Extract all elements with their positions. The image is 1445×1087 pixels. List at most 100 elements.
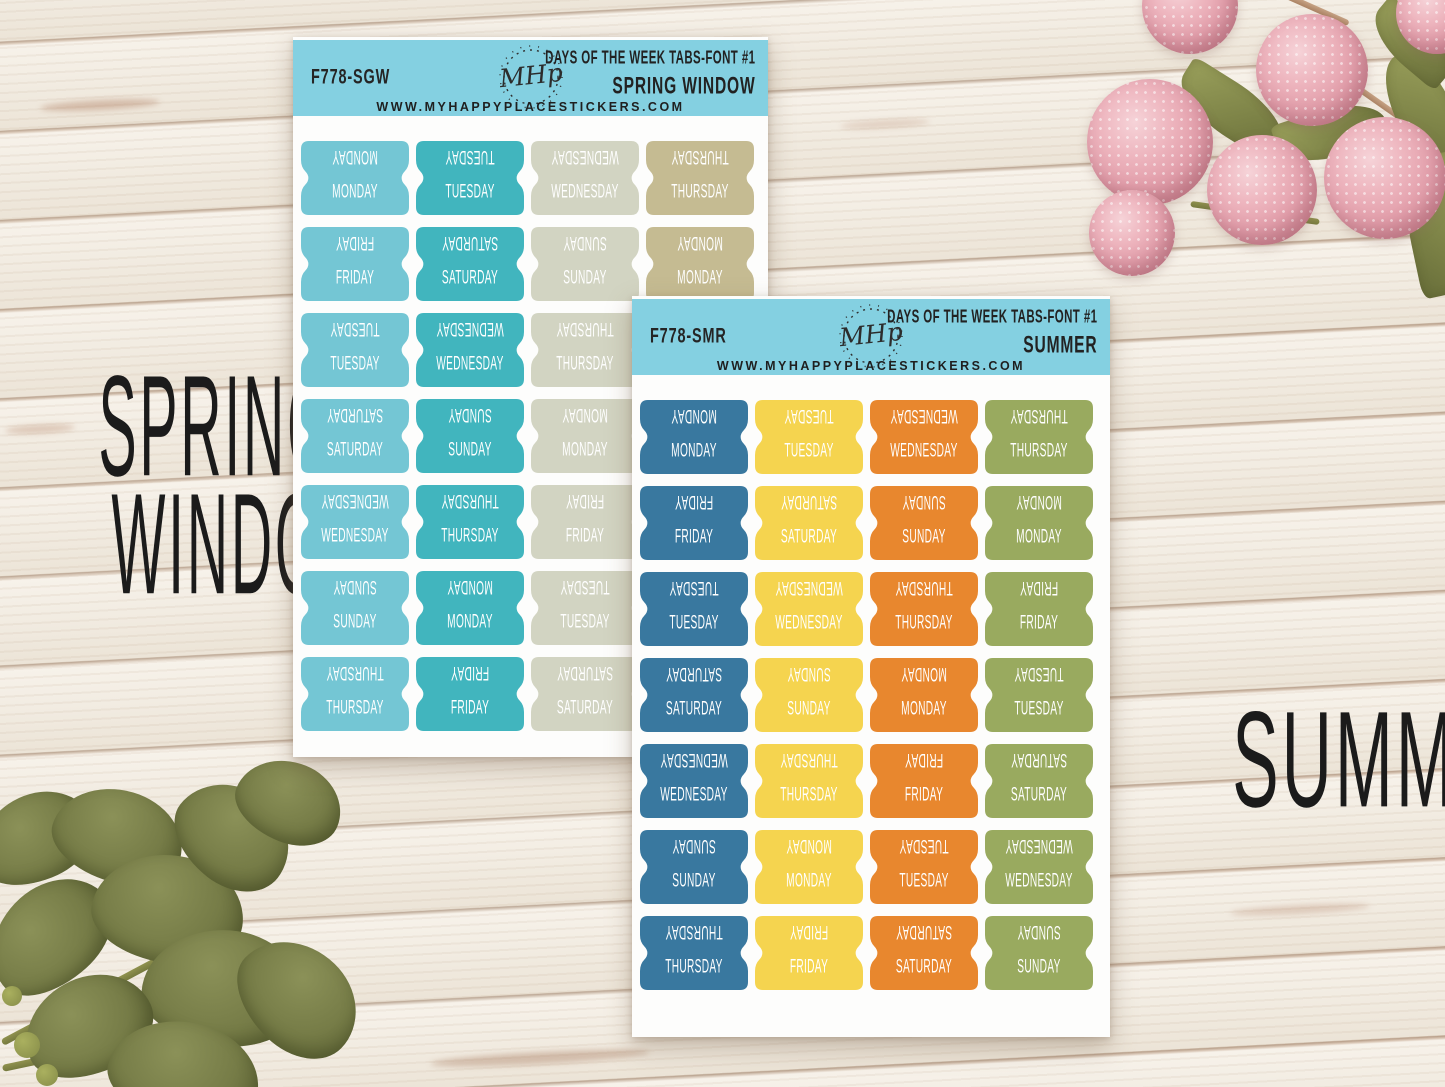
day-tab-sticker: WEDNESDAY WEDNESDAY (985, 830, 1093, 904)
tab-shape (870, 744, 978, 818)
day-label-flipped: WEDNESDAY (321, 490, 389, 513)
day-label-flipped: THURSDAY (1010, 405, 1068, 428)
day-tab-sticker: THURSDAY THURSDAY (755, 744, 863, 818)
day-label-flipped: SUNDAY (672, 835, 716, 858)
day-label: WEDNESDAY (436, 351, 504, 374)
tab-shape (755, 400, 863, 474)
sheet-title: DAYS OF THE WEEK TABS-FONT #1 (886, 305, 1097, 327)
day-label-flipped: SUNDAY (563, 232, 607, 255)
tab-shape (301, 227, 409, 301)
website-url: WWW.MYHAPPYPLACESTICKERS.COM (376, 99, 685, 115)
day-label: THURSDAY (326, 695, 384, 718)
tab-shape (985, 572, 1093, 646)
sheet-titles: DAYS OF THE WEEK TABS-FONT #1 SPRING WIN… (499, 47, 755, 100)
day-tab-sticker: SATURDAY SATURDAY (755, 486, 863, 560)
day-label-flipped: SUNDAY (902, 491, 946, 514)
day-label-flipped: FRIDAY (904, 749, 944, 772)
day-tab-sticker: SATURDAY SATURDAY (640, 658, 748, 732)
day-label-flipped: FRIDAY (565, 490, 605, 513)
tab-shape (416, 399, 524, 473)
day-label: WEDNESDAY (660, 782, 728, 805)
day-label-flipped: WEDNESDAY (436, 318, 504, 341)
tab-shape (985, 916, 1093, 990)
season-label-line: SUMMER (1232, 683, 1445, 836)
eucalyptus-bud (2, 986, 22, 1006)
sheet-header: F778-SGW MHp DAYS OF THE WEEK TABS-FONT … (293, 40, 768, 116)
day-label-flipped: FRIDAY (1019, 577, 1059, 600)
day-tab-sticker: MONDAY MONDAY (646, 227, 754, 301)
day-tab-sticker: MONDAY MONDAY (870, 658, 978, 732)
day-label: WEDNESDAY (890, 438, 958, 461)
day-label-flipped: SUNDAY (787, 663, 831, 686)
day-label-flipped: WEDNESDAY (551, 146, 619, 169)
website-url: WWW.MYHAPPYPLACESTICKERS.COM (716, 358, 1026, 374)
tab-shape (416, 313, 524, 387)
day-label: WEDNESDAY (1005, 868, 1073, 891)
day-label: THURSDAY (671, 179, 729, 202)
tab-shape (985, 486, 1093, 560)
day-label-flipped: MONDAY (901, 663, 947, 686)
day-tab-sticker: FRIDAY FRIDAY (640, 486, 748, 560)
tab-shape (985, 830, 1093, 904)
day-tab-sticker: WEDNESDAY WEDNESDAY (301, 485, 409, 559)
tab-shape (531, 141, 639, 215)
day-label: SATURDAY (556, 695, 614, 718)
day-label-flipped: FRIDAY (450, 662, 490, 685)
eucalyptus-bud (14, 1032, 40, 1058)
day-label-flipped: TUESDAY (899, 835, 949, 858)
tab-shape (531, 485, 639, 559)
day-tab-sticker: WEDNESDAY WEDNESDAY (755, 572, 863, 646)
day-tab-sticker: WEDNESDAY WEDNESDAY (640, 744, 748, 818)
tab-shape (301, 313, 409, 387)
day-label-flipped: TUESDAY (669, 577, 719, 600)
day-tab-sticker: TUESDAY TUESDAY (301, 313, 409, 387)
day-label: THURSDAY (895, 610, 953, 633)
tab-shape (755, 916, 863, 990)
day-tab-sticker: SATURDAY SATURDAY (985, 744, 1093, 818)
day-tab-sticker: MONDAY MONDAY (640, 400, 748, 474)
tab-shape (301, 571, 409, 645)
tab-shape (985, 744, 1093, 818)
day-tab-sticker: SUNDAY SUNDAY (531, 227, 639, 301)
mhp-logo: MHp (495, 41, 567, 113)
pompom-flower (1207, 135, 1317, 245)
day-label-flipped: SUNDAY (333, 576, 377, 599)
tab-shape (646, 141, 754, 215)
day-label-flipped: MONDAY (677, 232, 723, 255)
tab-shape (755, 744, 863, 818)
day-label: FRIDAY (335, 265, 375, 288)
day-label: FRIDAY (674, 524, 714, 547)
day-label-flipped: THURSDAY (665, 921, 723, 944)
sticker-sheet-spring-window: F778-SGW MHp DAYS OF THE WEEK TABS-FONT … (293, 37, 768, 757)
day-tab-sticker: WEDNESDAY WEDNESDAY (416, 313, 524, 387)
day-tab-sticker: TUESDAY TUESDAY (531, 571, 639, 645)
day-label-flipped: THURSDAY (556, 318, 614, 341)
pompom-flower (1087, 79, 1213, 205)
day-label: FRIDAY (565, 523, 605, 546)
day-tab-sticker: FRIDAY FRIDAY (531, 485, 639, 559)
day-label-flipped: SATURDAY (441, 232, 499, 255)
tab-shape (416, 485, 524, 559)
day-label: SATURDAY (895, 954, 953, 977)
day-label-flipped: WEDNESDAY (1005, 835, 1073, 858)
day-label-flipped: WEDNESDAY (775, 577, 843, 600)
tab-shape (640, 486, 748, 560)
day-tab-sticker: THURSDAY THURSDAY (301, 657, 409, 731)
tab-shape (531, 399, 639, 473)
day-tab-sticker: WEDNESDAY WEDNESDAY (531, 141, 639, 215)
day-label: MONDAY (1016, 524, 1062, 547)
tab-shape (870, 486, 978, 560)
day-label: SUNDAY (448, 437, 492, 460)
day-label-flipped: WEDNESDAY (890, 405, 958, 428)
day-label-flipped: SATURDAY (665, 663, 723, 686)
pompom-flower (1324, 117, 1445, 239)
day-label-flipped: SATURDAY (1010, 749, 1068, 772)
day-label: THURSDAY (1010, 438, 1068, 461)
product-code: F778-SGW (311, 64, 391, 89)
day-tab-sticker: THURSDAY THURSDAY (416, 485, 524, 559)
day-tab-sticker: TUESDAY TUESDAY (640, 572, 748, 646)
day-tab-sticker: FRIDAY FRIDAY (416, 657, 524, 731)
day-label: SUNDAY (333, 609, 377, 632)
